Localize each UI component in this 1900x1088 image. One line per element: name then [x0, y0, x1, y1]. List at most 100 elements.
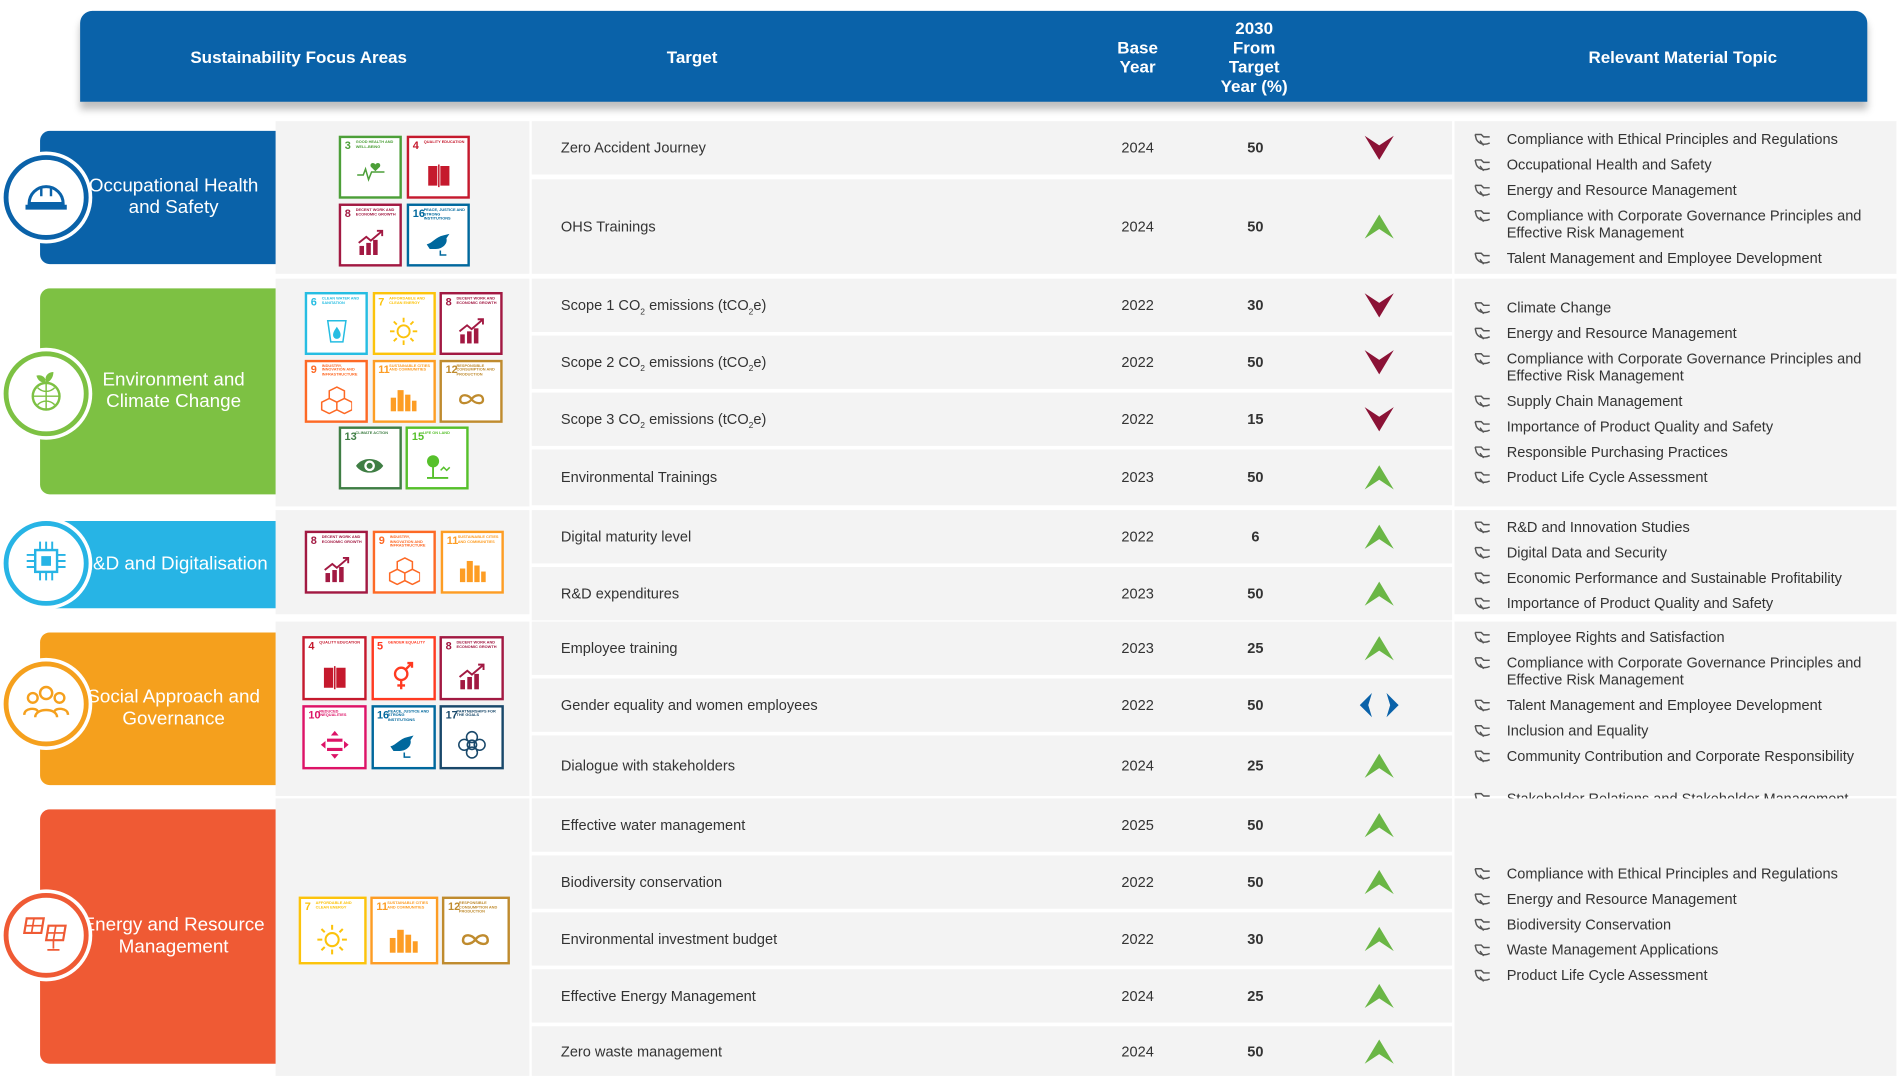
target-percent: 25 [1247, 987, 1264, 1005]
trend-arrow-up-icon [1362, 811, 1396, 840]
sdg-tile-8: 8 Decent work and economic growth [439, 636, 504, 701]
material-topic-label: Energy and Resource Management [1506, 324, 1737, 342]
sdg-label: Sustainable cities and communities [387, 900, 429, 910]
target-text: Scope 2 CO2 emissions (tCO2e) [561, 354, 766, 379]
trend-arrow-down-icon [1362, 133, 1396, 162]
target-percent: 50 [1247, 353, 1264, 371]
material-topic-item: Talent Management and Employee Developme… [1474, 250, 1887, 269]
sdg-number: 10 [308, 708, 321, 721]
trend-arrow-up-icon [1362, 924, 1396, 953]
sdg-number: 15 [411, 430, 425, 443]
material-topic-item: Compliance with Ethical Principles and R… [1474, 131, 1887, 150]
sdg-tile-11: 11 Sustainable cities and communities [372, 359, 436, 423]
book-icon [318, 661, 351, 692]
material-topic-item: Importance of Product Quality and Safety [1474, 595, 1887, 614]
infinity-icon [458, 923, 493, 956]
target-percent: 50 [1247, 1042, 1264, 1060]
base-year: 2023 [1121, 468, 1154, 486]
trend-arrow-up-icon [1362, 463, 1396, 492]
sdg-label: Sustainable cities and communities [389, 362, 430, 373]
material-topic-label: Economic Performance and Sustainable Pro… [1506, 569, 1842, 587]
material-topic-item: Energy and Resource Management [1474, 891, 1887, 910]
sdg-tile-6: 6 Clean water and sanitation [304, 291, 368, 355]
section-badge-rd [3, 520, 89, 606]
target-text-part: emissions (tCO [645, 353, 749, 371]
heartbeat-icon [354, 160, 387, 190]
target-row: Scope 2 CO2 emissions (tCO2e) 2022 50 [531, 335, 1453, 389]
target-percent: 50 [1247, 696, 1264, 714]
section-badge-energy [3, 892, 89, 978]
sdg-label: Industry, innovation and infrastructure [321, 362, 358, 377]
target-percent: 30 [1247, 930, 1264, 948]
base-year: 2024 [1121, 218, 1154, 236]
trend-arrow-down-icon [1362, 291, 1396, 320]
trend-arrow-up-icon [1362, 579, 1396, 608]
sdg-label: Reduced inequalities [319, 708, 347, 718]
sdg-tile-8: 8 Decent work and economic growth [338, 203, 402, 267]
link-icon [1474, 443, 1507, 462]
link-icon [1474, 697, 1507, 716]
material-topic-label: Occupational Health and Safety [1506, 156, 1712, 174]
subscript: 2 [640, 422, 646, 431]
plant-globe-icon [22, 367, 71, 422]
base-year: 2024 [1121, 1042, 1154, 1060]
link-icon [1474, 595, 1507, 614]
city-icon [387, 384, 420, 414]
material-topic-item: Compliance with Corporate Governance Pri… [1474, 207, 1887, 241]
target-text-part: Scope 3 CO [560, 410, 641, 428]
base-year: 2023 [1121, 585, 1154, 603]
link-icon [1474, 418, 1507, 437]
topics-panel-env [1454, 278, 1897, 507]
trend-arrow-up-icon [1362, 981, 1396, 1010]
subscript: 2 [748, 308, 754, 317]
sdg-number: 7 [304, 900, 311, 913]
sdg-tile-11: 11 Sustainable cities and communities [440, 530, 504, 594]
topics-panel-energy [1454, 798, 1897, 1076]
material-topic-item: Energy and Resource Management [1474, 182, 1887, 201]
material-topic-item: Economic Performance and Sustainable Pro… [1474, 569, 1887, 588]
trend-arrow-down-icon [1362, 405, 1396, 434]
base-year: 2022 [1121, 410, 1154, 428]
target-text: Biodiversity conservation [560, 873, 723, 891]
target-percent: 50 [1247, 816, 1264, 834]
trend-arrow-up-icon [1362, 212, 1396, 241]
sdg-tile-12: 12 Responsible consumption and production [439, 359, 503, 423]
link-icon [1474, 350, 1507, 384]
eye-globe-icon [354, 451, 387, 481]
sdg-label: Decent work and economic growth [321, 534, 362, 544]
base-year: 2022 [1121, 296, 1154, 314]
target-row: Environmental Trainings 2023 50 [531, 449, 1453, 506]
sdg-tile-7: 7 Affordable and clean energy [298, 896, 367, 965]
link-icon [1474, 156, 1507, 175]
section-badge-env [3, 351, 89, 437]
link-icon [1474, 299, 1507, 318]
section-badge-ohs [3, 155, 89, 240]
link-icon [1474, 469, 1507, 488]
link-icon [1474, 519, 1507, 538]
gender-icon [386, 661, 419, 692]
header-target-pct: 2030 From Target Year (%) [1220, 17, 1288, 96]
flower-icon [455, 730, 488, 761]
city-icon [387, 923, 422, 956]
material-topic-label: Talent Management and Employee Developme… [1506, 249, 1822, 267]
sdg-number: 11 [446, 534, 459, 547]
sdg-label: Peace, justice and strong institutions [423, 207, 465, 221]
target-row: Effective Energy Management 2024 25 [531, 969, 1453, 1023]
sdg-label: Affordable and clean energy [389, 295, 426, 305]
sdg-label: Quality education [319, 639, 361, 645]
target-row: Effective water management 2025 50 [531, 798, 1453, 852]
target-text: Environmental Trainings [560, 468, 718, 486]
sdg-label: Peace, justice and strong institutions [387, 708, 430, 722]
target-text: Effective water management [560, 816, 746, 834]
topics-panel-rd [1454, 510, 1897, 615]
sdg-tile-8: 8 Decent work and economic growth [439, 291, 503, 355]
sun-icon [387, 317, 420, 347]
material-topic-label: Responsible Purchasing Practices [1506, 443, 1728, 461]
material-topic-item: Biodiversity Conservation [1474, 916, 1887, 935]
target-text-part: emissions (tCO [645, 296, 749, 314]
material-topic-label: Compliance with Corporate Governance Pri… [1506, 654, 1862, 689]
sdg-number: 12 [448, 900, 461, 913]
sdg-number: 3 [344, 139, 351, 152]
section-title-env: Environment and Climate Change [102, 369, 245, 412]
material-topic-item: Responsible Purchasing Practices [1474, 443, 1887, 462]
